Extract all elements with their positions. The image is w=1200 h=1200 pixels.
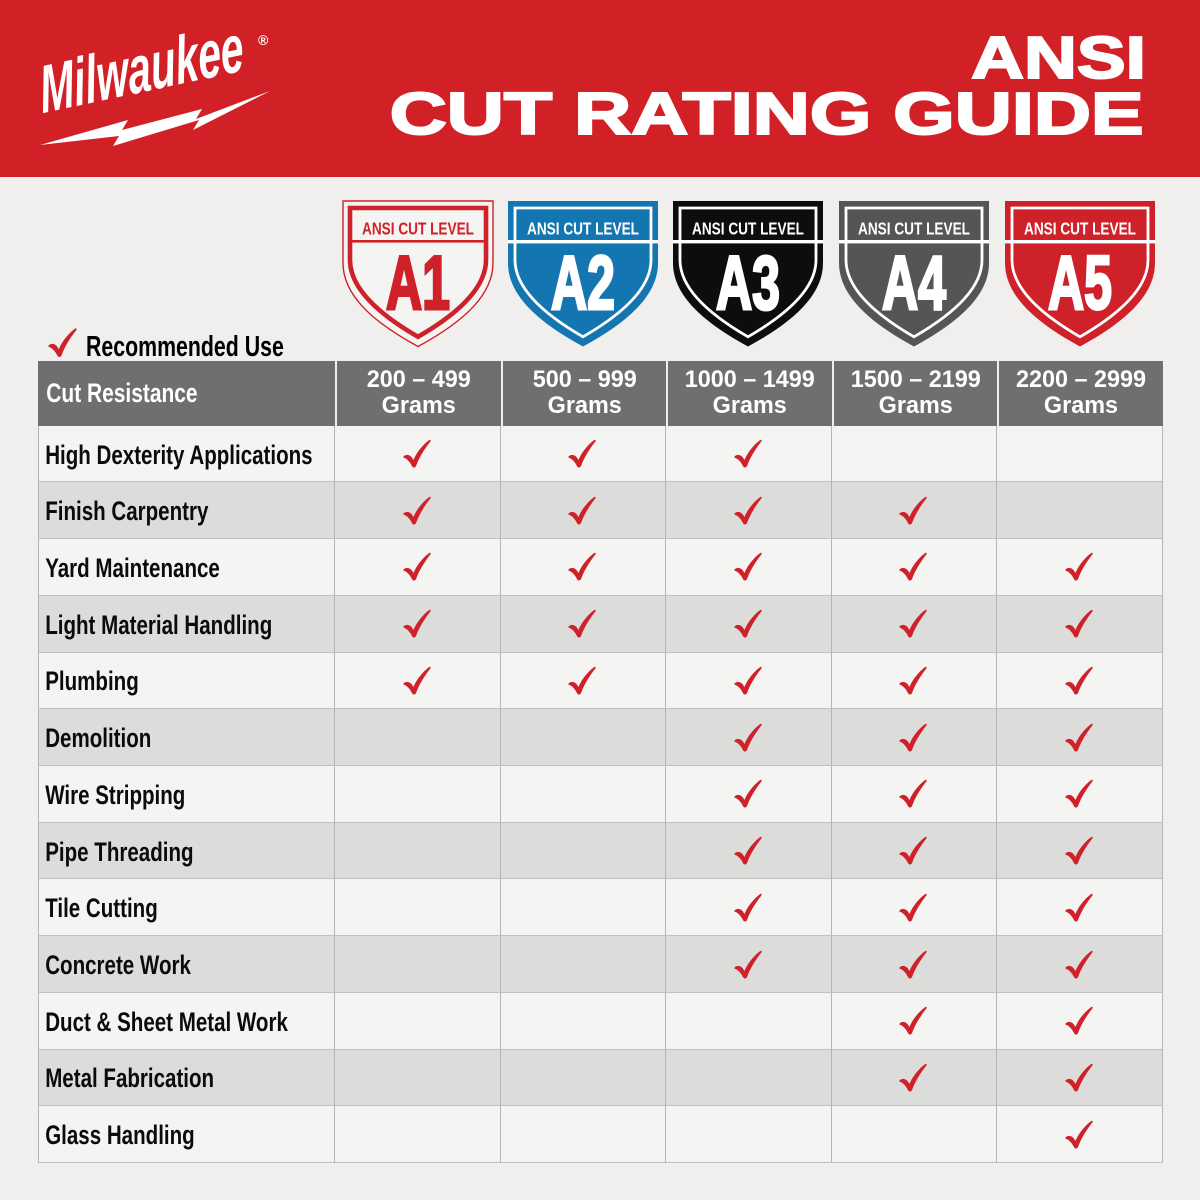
- svg-text:ANSI CUT LEVEL: ANSI CUT LEVEL: [527, 219, 639, 239]
- svg-text:A5: A5: [1048, 241, 1112, 326]
- svg-text:A1: A1: [386, 241, 450, 326]
- svg-text:ANSI CUT LEVEL: ANSI CUT LEVEL: [362, 219, 474, 239]
- svg-text:ANSI CUT LEVEL: ANSI CUT LEVEL: [858, 219, 970, 239]
- svg-text:A4: A4: [882, 241, 946, 326]
- svg-text:Milwaukee: Milwaukee: [36, 21, 247, 128]
- svg-text:ANSI CUT LEVEL: ANSI CUT LEVEL: [1024, 219, 1136, 239]
- svg-text:ANSI CUT LEVEL: ANSI CUT LEVEL: [692, 219, 804, 239]
- svg-text:®: ®: [258, 32, 269, 48]
- svg-text:A2: A2: [551, 241, 615, 326]
- svg-text:A3: A3: [716, 241, 780, 326]
